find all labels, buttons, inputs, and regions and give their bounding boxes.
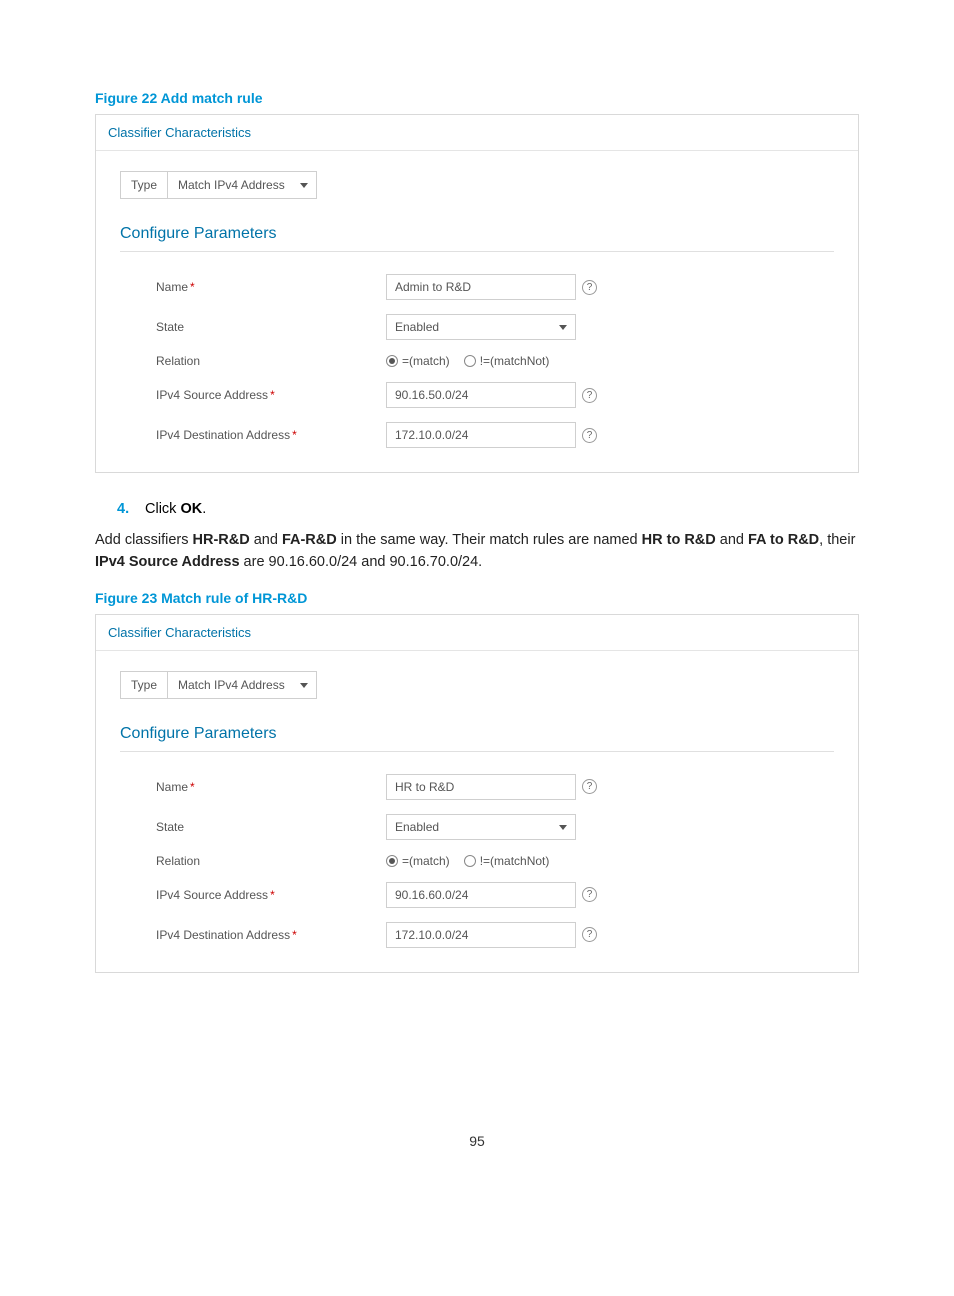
chevron-down-icon <box>559 325 567 330</box>
name-label: Name* <box>156 780 386 794</box>
relation-label: Relation <box>156 854 386 868</box>
relation-matchnot-radio[interactable] <box>464 855 476 867</box>
dst-addr-input[interactable]: 172.10.0.0/24 <box>386 422 576 448</box>
figure-22-panel: Classifier Characteristics Type Match IP… <box>95 114 859 473</box>
page-number: 95 <box>95 1133 859 1149</box>
chevron-down-icon <box>300 183 308 188</box>
step-number: 4. <box>117 501 145 517</box>
src-addr-label: IPv4 Source Address* <box>156 388 386 402</box>
dst-addr-label: IPv4 Destination Address* <box>156 428 386 442</box>
type-select[interactable]: Match IPv4 Address <box>167 171 317 199</box>
name-label: Name* <box>156 280 386 294</box>
type-label: Type <box>120 671 167 699</box>
help-icon[interactable]: ? <box>582 927 597 942</box>
relation-match-radio[interactable] <box>386 355 398 367</box>
chevron-down-icon <box>300 683 308 688</box>
relation-matchnot-text: !=(matchNot) <box>480 854 550 868</box>
relation-matchnot-radio[interactable] <box>464 355 476 367</box>
relation-label: Relation <box>156 354 386 368</box>
figure-23-caption: Figure 23 Match rule of HR-R&D <box>95 590 859 606</box>
state-select[interactable]: Enabled <box>386 814 576 840</box>
state-label: State <box>156 320 386 334</box>
panel-title: Classifier Characteristics <box>96 115 858 151</box>
state-label: State <box>156 820 386 834</box>
relation-match-text: =(match) <box>402 354 450 368</box>
relation-match-text: =(match) <box>402 854 450 868</box>
panel-title: Classifier Characteristics <box>96 615 858 651</box>
chevron-down-icon <box>559 825 567 830</box>
dst-addr-label: IPv4 Destination Address* <box>156 928 386 942</box>
help-icon[interactable]: ? <box>582 280 597 295</box>
src-addr-input[interactable]: 90.16.60.0/24 <box>386 882 576 908</box>
name-input[interactable]: HR to R&D <box>386 774 576 800</box>
src-addr-label: IPv4 Source Address* <box>156 888 386 902</box>
step-text: Click OK. <box>145 501 206 517</box>
state-select-value: Enabled <box>395 320 439 334</box>
help-icon[interactable]: ? <box>582 779 597 794</box>
type-select-value: Match IPv4 Address <box>178 178 285 192</box>
type-select[interactable]: Match IPv4 Address <box>167 671 317 699</box>
state-select-value: Enabled <box>395 820 439 834</box>
type-label: Type <box>120 171 167 199</box>
relation-matchnot-text: !=(matchNot) <box>480 354 550 368</box>
figure-22-caption: Figure 22 Add match rule <box>95 90 859 106</box>
src-addr-input[interactable]: 90.16.50.0/24 <box>386 382 576 408</box>
help-icon[interactable]: ? <box>582 388 597 403</box>
relation-match-radio[interactable] <box>386 855 398 867</box>
dst-addr-input[interactable]: 172.10.0.0/24 <box>386 922 576 948</box>
state-select[interactable]: Enabled <box>386 314 576 340</box>
instruction-paragraph: Add classifiers HR-R&D and FA-R&D in the… <box>95 529 859 574</box>
help-icon[interactable]: ? <box>582 887 597 902</box>
help-icon[interactable]: ? <box>582 428 597 443</box>
type-select-value: Match IPv4 Address <box>178 678 285 692</box>
figure-23-panel: Classifier Characteristics Type Match IP… <box>95 614 859 973</box>
configure-parameters-title: Configure Parameters <box>120 225 834 252</box>
configure-parameters-title: Configure Parameters <box>120 725 834 752</box>
name-input[interactable]: Admin to R&D <box>386 274 576 300</box>
